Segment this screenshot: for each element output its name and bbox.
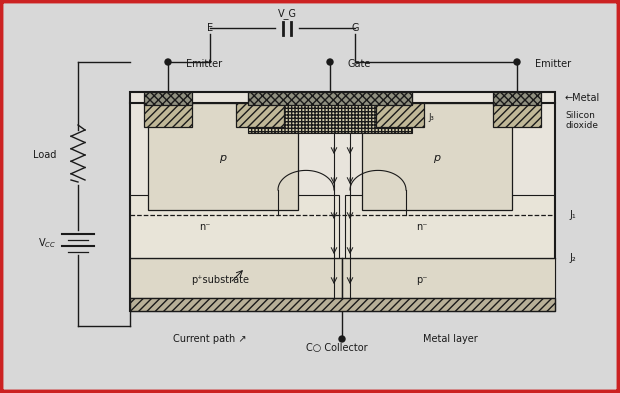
Bar — [493, 103, 541, 127]
Circle shape — [339, 336, 345, 342]
Text: p: p — [219, 153, 226, 163]
Text: n⁺: n⁺ — [512, 112, 523, 122]
Circle shape — [165, 59, 171, 65]
Bar — [144, 103, 192, 127]
Bar — [362, 103, 512, 210]
Bar — [493, 92, 541, 105]
Text: C○ Collector: C○ Collector — [306, 343, 368, 353]
Bar — [144, 92, 192, 105]
Text: n⁺: n⁺ — [254, 112, 266, 122]
Circle shape — [327, 59, 333, 65]
Text: Emitter: Emitter — [186, 59, 222, 69]
Text: n⁻: n⁻ — [416, 222, 428, 232]
Text: V$_{CC}$: V$_{CC}$ — [38, 236, 56, 250]
Text: Load: Load — [33, 150, 56, 160]
Text: n⁺: n⁺ — [394, 112, 405, 122]
Bar — [236, 103, 284, 127]
Bar — [248, 92, 412, 133]
Bar — [130, 195, 339, 258]
Text: Gate: Gate — [348, 59, 371, 69]
Bar — [148, 103, 298, 210]
Text: E: E — [207, 23, 213, 33]
Text: n⁻: n⁻ — [199, 222, 211, 232]
Text: n⁺: n⁺ — [162, 112, 174, 122]
Text: ←Metal: ←Metal — [565, 93, 600, 103]
Text: p⁻: p⁻ — [416, 275, 428, 285]
Text: Current path ↗: Current path ↗ — [173, 334, 247, 344]
Text: J₃: J₃ — [428, 112, 434, 121]
Bar — [248, 92, 412, 105]
Bar — [342, 258, 555, 298]
Text: V_G: V_G — [278, 9, 296, 19]
Text: p⁺substrate: p⁺substrate — [191, 275, 249, 285]
Circle shape — [514, 59, 520, 65]
Text: Metal layer: Metal layer — [423, 334, 477, 344]
Text: Silicon
dioxide: Silicon dioxide — [565, 111, 598, 130]
Text: Emitter: Emitter — [535, 59, 571, 69]
Bar — [376, 103, 424, 127]
Text: J₁: J₁ — [569, 210, 576, 220]
Bar — [130, 258, 342, 298]
Bar — [130, 298, 555, 311]
Bar — [345, 195, 554, 258]
Text: p: p — [433, 153, 441, 163]
Text: @ELECTRICAL HUB: @ELECTRICAL HUB — [165, 181, 455, 209]
Text: J₂: J₂ — [569, 253, 576, 263]
Text: G: G — [352, 23, 359, 33]
Bar — [130, 92, 555, 311]
